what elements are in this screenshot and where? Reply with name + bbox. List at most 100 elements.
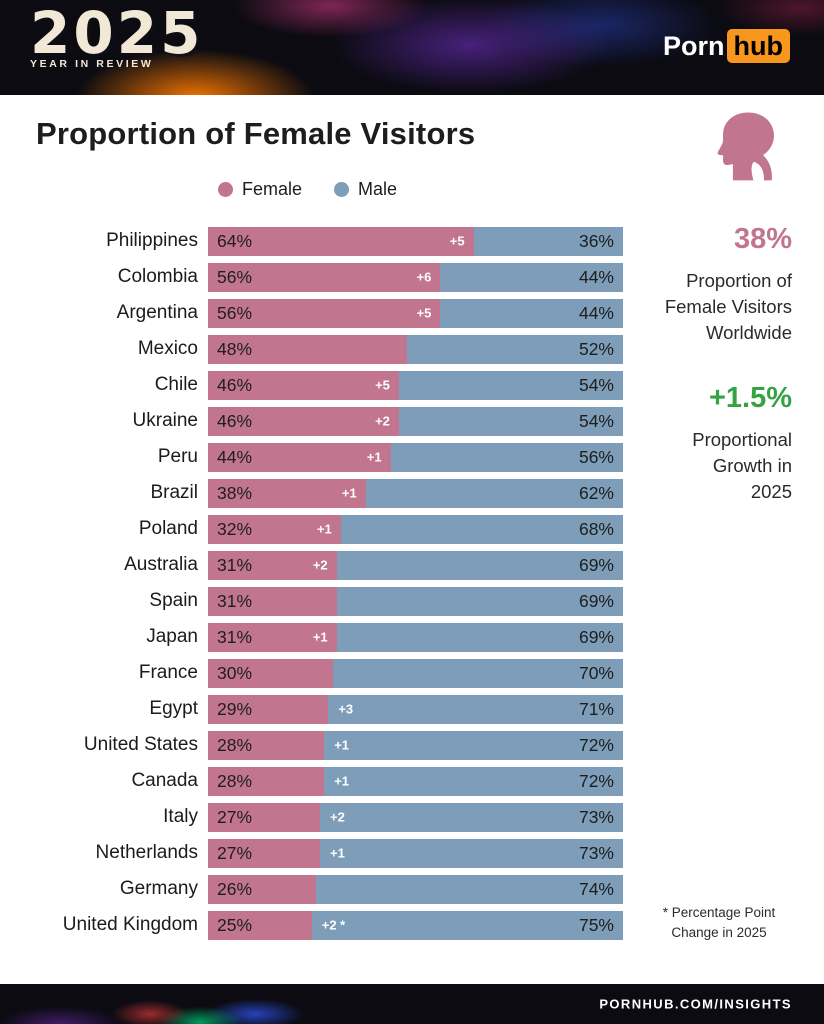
female-head-icon: [717, 112, 774, 181]
male-segment: 54%: [398, 370, 623, 400]
country-label: Peru: [157, 446, 198, 467]
country-label: United Kingdom: [62, 914, 198, 935]
chart-row: Poland 32% 68% +1: [0, 511, 623, 547]
female-segment: 25%: [208, 910, 312, 940]
chart-row: Peru 44% 56% +1: [0, 439, 623, 475]
female-segment: 46%: [208, 370, 399, 400]
stacked-bar: 31% 69%: [208, 586, 623, 616]
male-segment: 72%: [324, 766, 623, 796]
female-segment: 64%: [208, 226, 474, 256]
male-percent-value: 70%: [578, 662, 614, 683]
stacked-bar: 64% 36% +5: [208, 226, 623, 256]
male-percent-value: 75%: [578, 914, 614, 935]
change-label: +1: [341, 485, 357, 501]
male-segment: 69%: [336, 586, 623, 616]
spacer: [628, 347, 792, 383]
country-label: Brazil: [150, 482, 198, 503]
chart-row: Ukraine 46% 54% +2: [0, 403, 623, 439]
male-percent-value: 73%: [578, 806, 614, 827]
female-percent-value: 32%: [217, 518, 253, 539]
legend-item-female: Female: [218, 179, 302, 200]
year-subtitle: YEAR IN REVIEW: [30, 57, 154, 70]
stat-growth-value: +1.5%: [708, 381, 792, 414]
male-segment: 56%: [390, 442, 623, 472]
female-segment: 56%: [208, 298, 441, 328]
footer-banner: PORNHUB.COM/INSIGHTS: [0, 984, 824, 1024]
female-percent-value: 64%: [217, 230, 253, 251]
female-percent-value: 46%: [217, 374, 253, 395]
female-segment: 31%: [208, 586, 337, 616]
female-segment: 32%: [208, 514, 341, 544]
stacked-bar: 27% 73% +1: [208, 838, 623, 868]
footer-url: PORNHUB.COM/INSIGHTS: [599, 996, 792, 1012]
change-label: +1: [334, 773, 350, 789]
change-label: +2: [330, 809, 345, 825]
country-label: Poland: [138, 518, 198, 539]
stacked-bar: 27% 73% +2: [208, 802, 623, 832]
female-percent-value: 29%: [217, 698, 253, 719]
stacked-bar: 48% 52%: [208, 334, 623, 364]
male-percent-value: 54%: [578, 410, 614, 431]
female-percent-value: 56%: [217, 266, 253, 287]
country-label: Ukraine: [132, 410, 198, 431]
male-percent-value: 74%: [578, 878, 614, 899]
female-percent-value: 28%: [217, 770, 253, 791]
female-segment: 31%: [208, 550, 337, 580]
change-label: +5: [375, 377, 390, 393]
chart-row: Spain 31% 69%: [0, 583, 623, 619]
change-label: +1: [316, 521, 332, 537]
female-segment: 38%: [208, 478, 366, 508]
country-label: Italy: [163, 806, 198, 827]
legend-label-female: Female: [242, 179, 303, 199]
female-percent-value: 38%: [217, 482, 253, 503]
country-label: Egypt: [149, 698, 198, 719]
male-segment: 69%: [336, 622, 623, 652]
logo-text-porn: Porn: [663, 30, 725, 61]
female-segment: 44%: [208, 442, 391, 472]
stacked-bar: 26% 74%: [208, 874, 623, 904]
stat-worldwide-value: 38%: [733, 223, 792, 255]
chart-row: France 30% 70%: [0, 655, 623, 691]
chart-row: Brazil 38% 62% +1: [0, 475, 623, 511]
male-segment: 54%: [398, 406, 623, 436]
female-segment: 46%: [208, 406, 399, 436]
country-label: Netherlands: [95, 842, 198, 863]
stacked-bar: 46% 54% +2: [208, 406, 623, 436]
chart-row: Egypt 29% 71% +3: [0, 691, 623, 727]
country-label: United States: [83, 734, 198, 755]
male-segment: 68%: [340, 514, 623, 544]
stacked-bar: 38% 62% +1: [208, 478, 623, 508]
country-label: Mexico: [137, 338, 198, 359]
male-percent-value: 69%: [578, 626, 614, 647]
logo-text-hub: hub: [726, 29, 790, 64]
stat-worldwide-label: Proportion of Female Visitors Worldwide: [664, 269, 792, 344]
year-title: 2025: [30, 0, 204, 67]
female-segment: 30%: [208, 658, 333, 688]
female-legend-dot-icon: [218, 182, 233, 197]
chart-row: Colombia 56% 44% +6: [0, 259, 623, 295]
chart-row: Argentina 56% 44% +5: [0, 295, 623, 331]
change-label: +5: [449, 233, 465, 249]
legend-label-male: Male: [358, 179, 398, 199]
country-label: France: [138, 662, 198, 683]
male-segment: 71%: [328, 694, 623, 724]
year-in-review-block: 2025 YEAR IN REVIEW: [30, 0, 204, 70]
chart-row: Chile 46% 54% +5: [0, 367, 623, 403]
male-segment: 62%: [365, 478, 623, 508]
stacked-bar: 25% 75% +2 *: [208, 910, 623, 940]
male-percent-value: 44%: [578, 302, 614, 323]
chart-row: Philippines 64% 36% +5: [0, 223, 623, 259]
female-percent-value: 26%: [217, 878, 253, 899]
stacked-bar: 28% 72% +1: [208, 730, 623, 760]
change-label: +1: [312, 629, 328, 645]
stacked-bar: 31% 69% +1: [208, 622, 623, 652]
stacked-bar: 56% 44% +5: [208, 298, 623, 328]
country-label: Japan: [146, 626, 198, 647]
female-percent-value: 46%: [217, 410, 253, 431]
female-segment: 26%: [208, 874, 316, 904]
male-segment: 36%: [473, 226, 623, 256]
change-label: +3: [338, 701, 354, 717]
stacked-bar: 44% 56% +1: [208, 442, 623, 472]
female-segment: 56%: [208, 262, 441, 292]
male-segment: 69%: [336, 550, 623, 580]
